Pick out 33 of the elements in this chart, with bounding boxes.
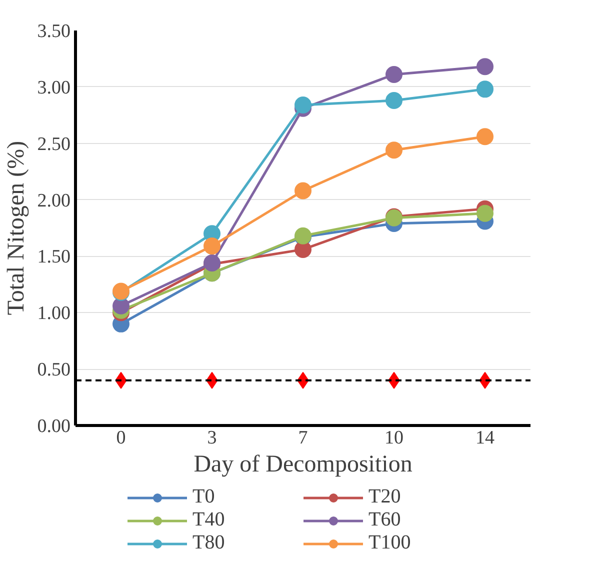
- point: [476, 128, 494, 146]
- point: [476, 58, 494, 76]
- x-axis-title: Day of Decomposition: [194, 452, 412, 478]
- legend-label: T60: [368, 508, 402, 532]
- point: [386, 66, 402, 83]
- legend-label: T40: [192, 508, 226, 532]
- point: [112, 297, 130, 314]
- y-tick-label: 0.00: [37, 416, 70, 437]
- legend-label: T100: [368, 532, 412, 554]
- x-tick-label: 14: [476, 428, 495, 448]
- point: [476, 80, 494, 98]
- y-tick-label: 3.50: [37, 21, 70, 42]
- y-tick-label: 0.50: [37, 360, 70, 381]
- x-tick-label: 3: [207, 428, 217, 448]
- point: [476, 204, 494, 222]
- y-tick-label: 2.50: [37, 134, 70, 155]
- y-tick-label: 1.00: [37, 303, 70, 324]
- y-tick-label: 3.00: [37, 77, 70, 98]
- legend-label: T80: [192, 532, 226, 554]
- point: [386, 92, 402, 109]
- point: [386, 142, 402, 159]
- y-tick-label: 2.00: [37, 190, 70, 212]
- point: [294, 182, 312, 200]
- point: [294, 96, 312, 114]
- x-tick-label: 7: [298, 428, 308, 448]
- legend-label: T20: [368, 486, 402, 508]
- point: [294, 240, 312, 258]
- x-tick-label: 0: [116, 428, 126, 448]
- x-tick-label: 10: [384, 428, 404, 448]
- y-axis-title: Total Nitogen (%): [3, 140, 30, 316]
- y-tick-label: 1.50: [37, 246, 70, 268]
- point: [204, 238, 220, 255]
- legend-label: T0: [192, 486, 216, 508]
